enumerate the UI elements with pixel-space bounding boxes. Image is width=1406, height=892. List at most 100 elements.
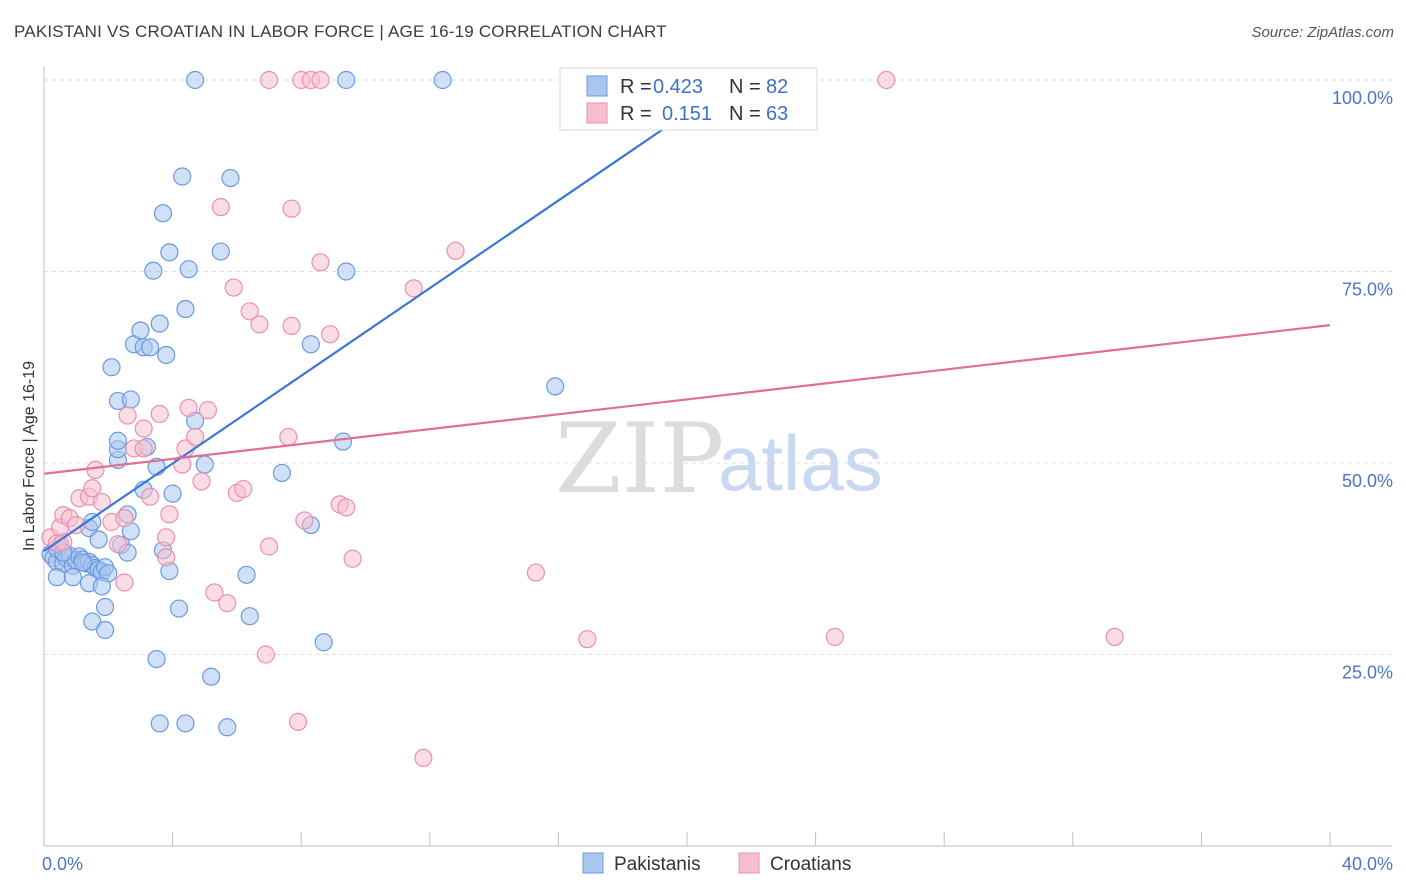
- croatian-point-49: [311, 253, 330, 272]
- pakistani-point-80: [73, 553, 92, 572]
- pakistani-point-42: [102, 358, 121, 377]
- croatian-point-29: [192, 472, 211, 491]
- y-tick-label-2: 75.0%: [1342, 280, 1393, 300]
- watermark-atlas: atlas: [718, 419, 883, 507]
- legend-r-value-1: 0.423: [653, 76, 703, 98]
- croatian-point-27: [179, 398, 198, 417]
- croatian-point-60: [825, 627, 844, 646]
- y-tick-label-3: 100.0%: [1332, 88, 1393, 108]
- bottom-legend-swatch-pakistanis: [582, 852, 604, 874]
- pakistani-point-53: [153, 204, 173, 223]
- pakistani-point-44: [131, 321, 150, 340]
- croatian-point-41: [279, 427, 298, 447]
- croatian-point-36: [234, 479, 253, 499]
- croatian-point-23: [157, 548, 176, 567]
- pakistani-point-64: [202, 667, 221, 686]
- chart-title: PAKISTANI VS CROATIAN IN LABOR FORCE | A…: [14, 22, 667, 41]
- pakistani-point-50: [160, 243, 179, 262]
- croatian-point-54: [259, 70, 279, 90]
- croatian-point-6: [67, 515, 86, 535]
- pakistani-point-69: [240, 607, 259, 626]
- croatian-point-13: [115, 509, 134, 528]
- pakistani-point-55: [211, 242, 230, 261]
- pakistani-point-59: [433, 70, 452, 90]
- pakistani-point-49: [144, 261, 163, 280]
- legend-swatch-pink: [586, 102, 608, 124]
- croatian-point-55: [404, 279, 423, 298]
- pakistani-point-24: [95, 597, 115, 617]
- croatian-point-53: [343, 549, 362, 568]
- croatian-point-28: [186, 427, 205, 447]
- croatian-point-34: [224, 278, 243, 297]
- croatian-point-32: [218, 594, 237, 613]
- watermark: ZIP atlas: [555, 403, 883, 515]
- croatian-point-56: [446, 241, 465, 260]
- tick-labels: 25.0% 50.0% 75.0% 100.0% 0.0% 40.0%: [42, 88, 1393, 874]
- y-tick-label-0: 25.0%: [1342, 663, 1393, 683]
- pakistani-point-26: [95, 620, 115, 640]
- x-tick-label-1: 40.0%: [1342, 854, 1393, 874]
- source-label: Source: ZipAtlas.com: [1251, 24, 1394, 41]
- pakistani-point-72: [272, 463, 292, 483]
- pakistani-point-23: [92, 577, 111, 596]
- croatian-point-21: [150, 404, 169, 424]
- croatian-point-18: [134, 439, 153, 458]
- pakistani-point-54: [173, 167, 192, 186]
- legend-n-value-2: 63: [766, 103, 788, 125]
- pakistani-point-65: [150, 714, 169, 733]
- pakistani-point-46: [140, 338, 160, 357]
- croatian-point-43: [282, 199, 301, 218]
- croatian-point-40: [259, 537, 279, 556]
- pakistani-point-48: [150, 314, 169, 333]
- pakistani-point-63: [147, 649, 166, 669]
- trend-lines: [43, 79, 1331, 552]
- pakistani-point-52: [176, 299, 195, 319]
- croatian-point-42: [282, 316, 301, 335]
- croatian-point-44: [288, 712, 308, 732]
- legend-swatch-blue: [586, 75, 608, 97]
- croatian-point-57: [414, 748, 433, 768]
- croatian-point-52: [337, 498, 356, 517]
- pakistani-point-67: [218, 718, 237, 737]
- pakistani-point-71: [195, 455, 214, 474]
- bottom-legend-swatch-croatians: [738, 852, 760, 874]
- pakistani-point-66: [176, 714, 195, 733]
- series-legend: Pakistanis Croatians: [582, 852, 851, 875]
- bottom-legend-croatians: Croatians: [770, 854, 851, 875]
- pakistani-point-30: [89, 530, 108, 549]
- pakistani-point-79: [163, 484, 182, 503]
- pakistani-point-57: [186, 70, 205, 90]
- data-points: [41, 70, 1124, 768]
- y-tick-label-1: 50.0%: [1342, 471, 1393, 491]
- pakistani-trend-line: [43, 79, 736, 552]
- legend-r-label-1: R =: [620, 76, 652, 98]
- croatian-point-14: [108, 535, 128, 554]
- croatian-point-58: [526, 563, 545, 582]
- croatian-point-50: [321, 325, 340, 344]
- croatian-point-11: [86, 460, 105, 479]
- croatian-point-59: [578, 630, 597, 649]
- pakistani-point-21: [63, 568, 83, 587]
- pakistani-point-25: [83, 612, 102, 631]
- croatian-point-61: [877, 70, 896, 90]
- pakistani-point-47: [157, 345, 176, 365]
- correlation-legend: R = 0.423 N = 82 R = 0.151 N = 63: [559, 67, 818, 131]
- croatian-point-39: [256, 645, 275, 664]
- pakistani-point-76: [337, 262, 356, 281]
- y-axis-label: In Labor Force | Age 16-19: [21, 361, 38, 551]
- croatian-point-31: [205, 583, 224, 602]
- x-tick-label-0: 0.0%: [42, 854, 83, 874]
- legend-n-label-2: N =: [729, 103, 761, 125]
- croatian-point-48: [295, 511, 314, 530]
- pakistani-point-20: [47, 568, 66, 587]
- pakistani-point-51: [179, 260, 198, 279]
- pakistani-point-41: [121, 390, 140, 409]
- croatian-point-30: [198, 401, 218, 420]
- pakistani-point-56: [221, 168, 240, 188]
- pakistani-point-75: [314, 633, 333, 652]
- croatian-point-37: [240, 302, 259, 321]
- pakistani-point-58: [337, 70, 356, 90]
- pakistani-point-62: [169, 599, 189, 618]
- croatian-trend-line: [43, 324, 1331, 475]
